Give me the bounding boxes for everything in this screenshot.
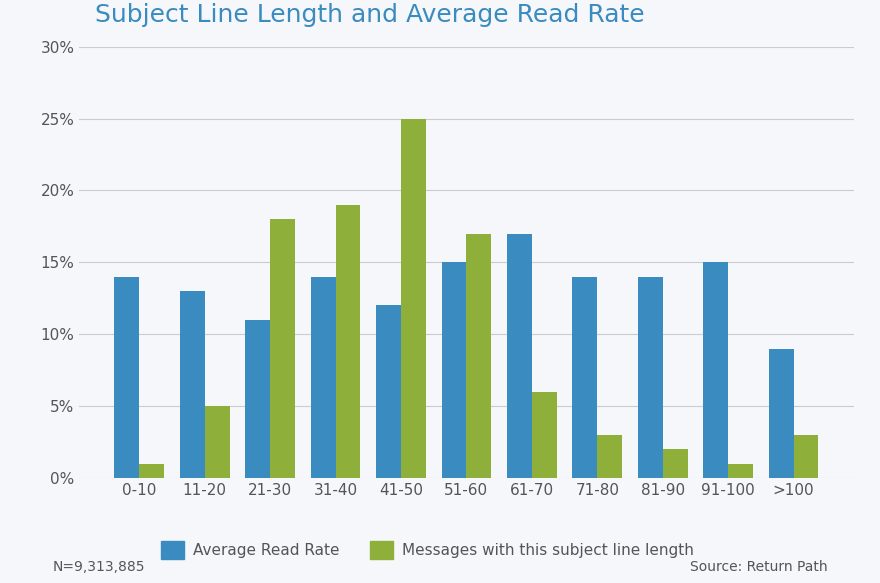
Bar — [572, 277, 598, 478]
Bar — [139, 463, 165, 478]
Bar — [728, 463, 753, 478]
Bar — [311, 277, 335, 478]
Text: Source: Return Path: Source: Return Path — [690, 560, 827, 574]
Legend: Average Read Rate, Messages with this subject line length: Average Read Rate, Messages with this su… — [155, 535, 700, 566]
Bar — [794, 435, 818, 478]
Bar — [335, 205, 361, 478]
Bar — [205, 406, 230, 478]
Bar — [114, 277, 139, 478]
Bar — [532, 392, 557, 478]
Bar — [768, 349, 794, 478]
Bar — [270, 219, 295, 478]
Bar — [401, 118, 426, 478]
Bar — [598, 435, 622, 478]
Text: N=9,313,885: N=9,313,885 — [53, 560, 145, 574]
Bar — [376, 305, 401, 478]
Text: Subject Line Length and Average Read Rate: Subject Line Length and Average Read Rat… — [95, 3, 644, 27]
Bar — [507, 234, 532, 478]
Bar — [180, 291, 205, 478]
Bar — [246, 320, 270, 478]
Bar — [663, 449, 687, 478]
Bar — [466, 234, 491, 478]
Bar — [703, 262, 728, 478]
Bar — [638, 277, 663, 478]
Bar — [442, 262, 466, 478]
